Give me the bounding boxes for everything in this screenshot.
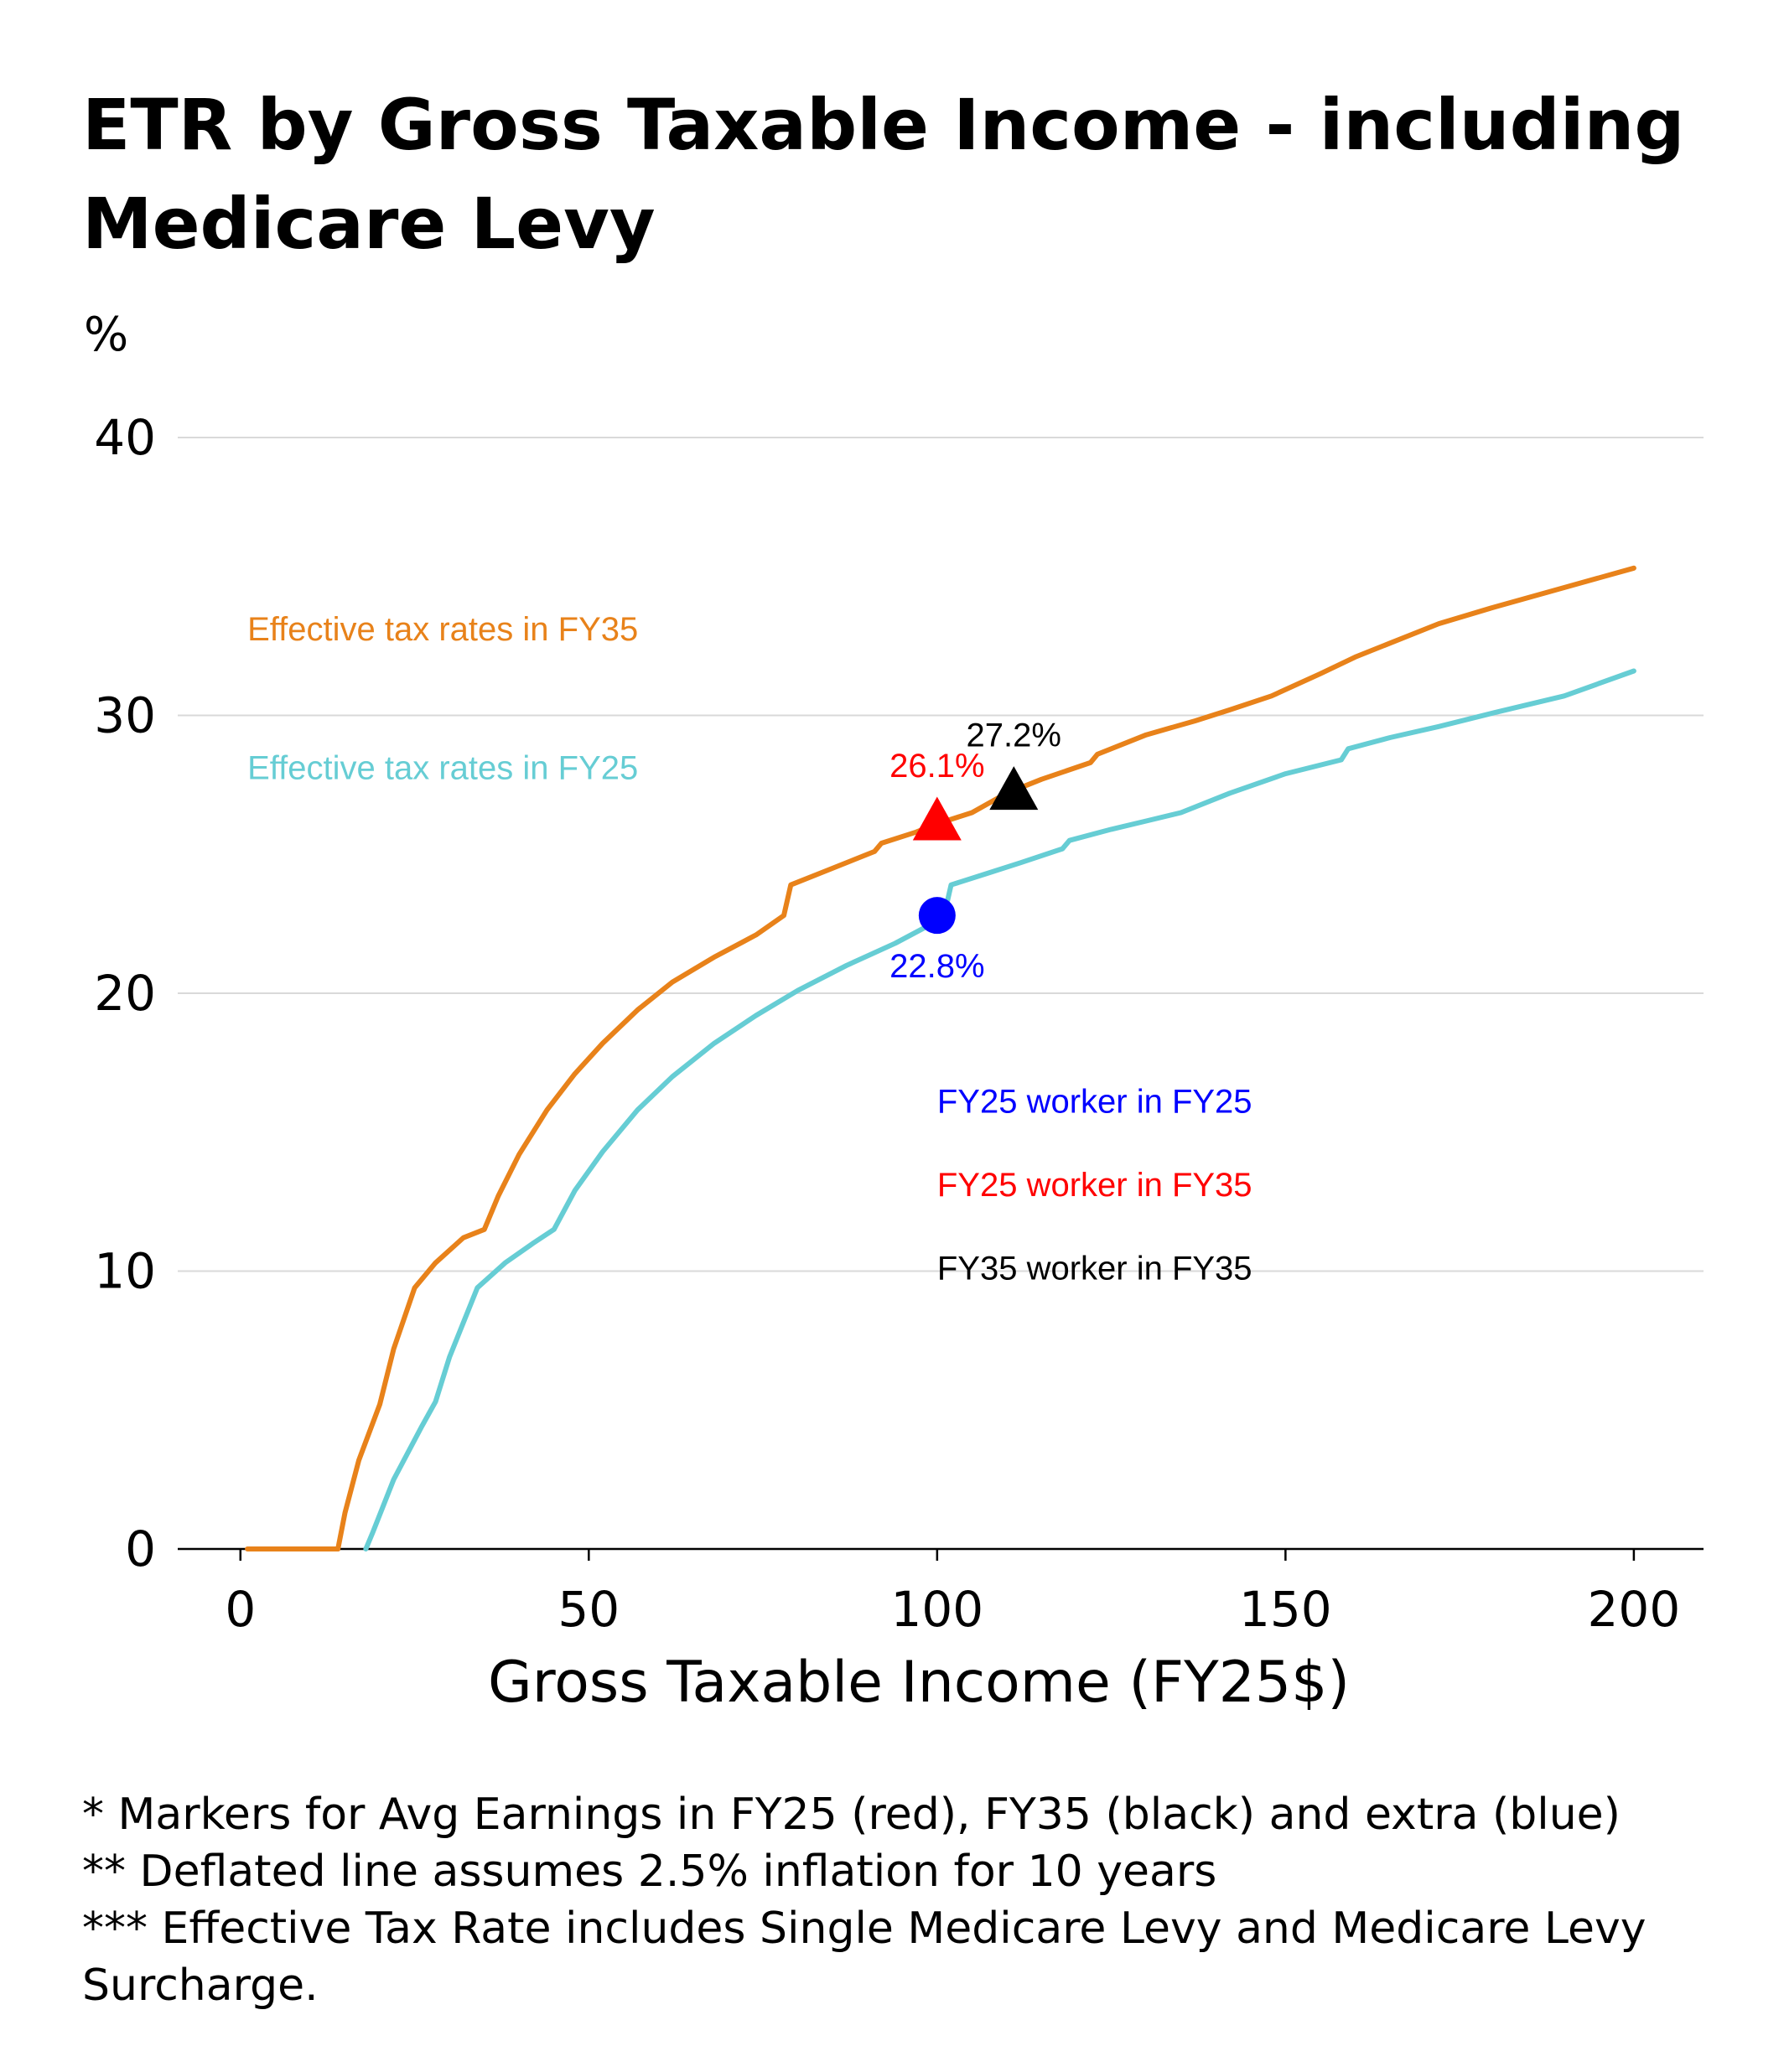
y-tick-label-10: 10 xyxy=(94,1243,156,1300)
marker-legend-entry-0: FY25 worker in FY25 xyxy=(937,1084,1252,1121)
footnote-4: Surcharge. xyxy=(82,1961,319,2011)
marker-value-label-0: 22.8% xyxy=(889,948,984,985)
x-axis-label: Gross Taxable Income (FY25$) xyxy=(488,1650,1350,1716)
series-line-fy25 xyxy=(363,668,1636,1551)
footnotes: * Markers for Avg Earnings in FY25 (red)… xyxy=(82,1790,1647,2011)
x-tick-label-50: 50 xyxy=(558,1581,620,1638)
series-lines xyxy=(245,565,1636,1551)
marker-legend-entry-2: FY35 worker in FY35 xyxy=(937,1250,1252,1287)
footnote-1: * Markers for Avg Earnings in FY25 (red)… xyxy=(82,1790,1621,1840)
marker-2-triangle xyxy=(989,766,1039,811)
chart-title-line-1: ETR by Gross Taxable Income - including xyxy=(82,84,1684,166)
y-tick-label-0: 0 xyxy=(125,1520,156,1577)
footnote-2: ** Deflated line assumes 2.5% inflation … xyxy=(82,1847,1216,1897)
x-tick-label-150: 150 xyxy=(1239,1581,1332,1638)
y-axis-label: % xyxy=(84,308,128,362)
y-axis-ticks: 0 10 20 30 40 xyxy=(94,409,156,1577)
x-tick-label-200: 200 xyxy=(1588,1581,1681,1638)
series-label-fy35: Effective tax rates in FY35 xyxy=(247,611,638,648)
series-label-fy25: Effective tax rates in FY25 xyxy=(247,750,638,787)
markers: 22.8% 26.1%27.2% xyxy=(889,717,1061,985)
chart-title-line-2: Medicare Levy xyxy=(82,183,656,265)
marker-1-triangle xyxy=(912,796,962,841)
marker-value-label-2: 27.2% xyxy=(967,717,1061,754)
y-tick-label-30: 30 xyxy=(94,687,156,744)
x-axis: 0 50 100 150 200 xyxy=(178,1547,1704,1638)
x-tick-label-0: 0 xyxy=(225,1581,256,1638)
marker-value-label-1: 26.1% xyxy=(889,748,984,785)
marker-0-circle xyxy=(918,897,956,935)
series-line-fy35 xyxy=(245,565,1636,1551)
x-tick-label-100: 100 xyxy=(890,1581,983,1638)
y-tick-label-40: 40 xyxy=(94,409,156,466)
footnote-3: *** Effective Tax Rate includes Single M… xyxy=(82,1904,1647,1954)
marker-legend: FY25 worker in FY25 FY25 worker in FY35 FY… xyxy=(937,1084,1252,1287)
marker-legend-entry-1: FY25 worker in FY35 xyxy=(937,1167,1252,1204)
series-labels: Effective tax rates in FY35 Effective tax… xyxy=(247,611,638,787)
y-tick-label-20: 20 xyxy=(94,965,156,1022)
gridlines xyxy=(178,437,1704,1272)
chart-title: ETR by Gross Taxable Income - including … xyxy=(82,84,1684,265)
